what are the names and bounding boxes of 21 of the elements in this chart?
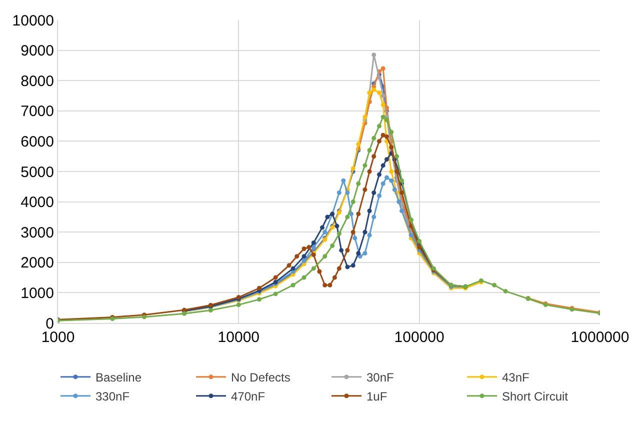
x-tick-label: 1000000 <box>570 329 630 346</box>
legend-label: Short Circuit <box>502 390 569 404</box>
legend-label: No Defects <box>231 370 290 385</box>
y-tick-label: 6000 <box>20 133 54 150</box>
x-tick-label: 10000 <box>218 329 260 346</box>
legend-label: Baseline <box>96 370 142 385</box>
legend-label: 330nF <box>96 390 130 404</box>
legend-label: 30nF <box>366 370 394 385</box>
y-tick-label: 3000 <box>20 224 54 242</box>
y-tick-label: 10000 <box>12 12 54 30</box>
legend-label: 43nF <box>502 370 530 385</box>
y-tick-label: 8000 <box>20 72 54 90</box>
y-tick-label: 7000 <box>20 103 54 120</box>
legend-label: 1uF <box>366 390 388 404</box>
y-tick-label: 2000 <box>20 254 54 272</box>
y-tick-label: 5000 <box>20 164 54 181</box>
legend-label: 470nF <box>231 390 266 404</box>
y-tick-label: 4000 <box>20 194 54 212</box>
y-tick-label: 1000 <box>20 284 54 302</box>
y-tick-label: 9000 <box>20 42 54 60</box>
x-tick-label: 100000 <box>394 329 444 346</box>
